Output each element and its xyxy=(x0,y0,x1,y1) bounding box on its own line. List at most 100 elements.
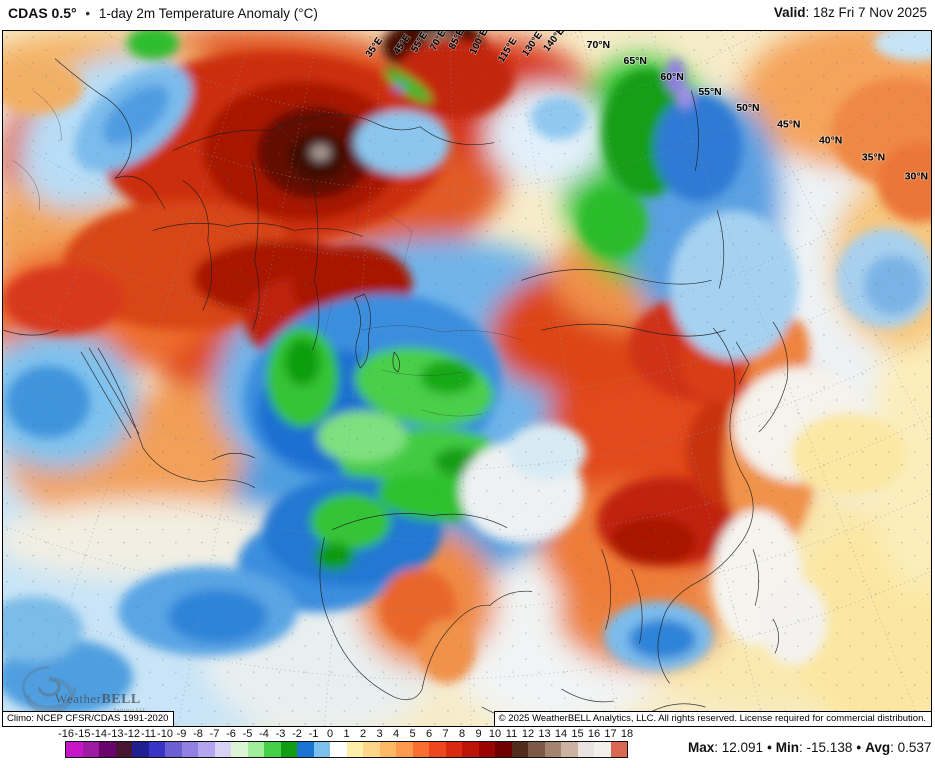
lat-label: 55°N xyxy=(698,87,721,98)
stats-separator: • xyxy=(767,740,772,755)
header: CDAS 0.5° • 1-day 2m Temperature Anomaly… xyxy=(0,0,935,30)
colorbar-tick: -6 xyxy=(226,728,236,740)
valid-time: Valid: 18z Fri 7 Nov 2025 xyxy=(774,5,927,20)
colorbar-tick: -16 xyxy=(58,728,74,740)
colorbar-cell xyxy=(412,742,429,757)
colorbar-tick: 8 xyxy=(458,728,466,740)
colorbar-cell xyxy=(264,742,281,757)
colorbar-cell xyxy=(561,742,578,757)
title-separator: • xyxy=(85,6,91,21)
colorbar-cell xyxy=(198,742,215,757)
colorbar-cell xyxy=(66,742,83,757)
colorbar-cell xyxy=(247,742,264,757)
lat-label: 30°N xyxy=(905,172,928,183)
colorbar-cell xyxy=(396,742,413,757)
colorbar-cell xyxy=(528,742,545,757)
colorbar-cell xyxy=(478,742,495,757)
colorbar-tick: 0 xyxy=(326,728,334,740)
colorbar-tick: 15 xyxy=(571,728,584,740)
colorbar-cell xyxy=(544,742,561,757)
colorbar-tick: 12 xyxy=(521,728,535,740)
stats-separator: • xyxy=(856,740,862,755)
graticule xyxy=(3,31,931,726)
lat-label: 45°N xyxy=(777,120,800,131)
colorbar-cell xyxy=(330,742,347,757)
colorbar-tick: -8 xyxy=(193,728,203,740)
colorbar-scale xyxy=(65,741,628,758)
colorbar-cell xyxy=(297,742,314,757)
valid-label: Valid xyxy=(773,5,806,20)
colorbar-cell xyxy=(462,742,479,757)
model-name: CDAS 0.5° xyxy=(8,5,77,21)
colorbar-tick: -9 xyxy=(176,728,187,740)
colorbar-tick: 2 xyxy=(359,728,367,740)
lat-label: 65°N xyxy=(624,56,647,67)
field-statistics: Max: 12.091 • Min: -15.138 • Avg: 0.537 xyxy=(688,740,931,755)
colorbar-tick: -4 xyxy=(259,728,269,740)
colorbar-cell xyxy=(99,742,116,757)
product-name: 1-day 2m Temperature Anomaly (°C) xyxy=(98,6,318,21)
colorbar-tick: -11 xyxy=(140,728,157,740)
colorbar-tick: 5 xyxy=(409,728,416,740)
colorbar-cell xyxy=(132,742,149,757)
colorbar-tick: -2 xyxy=(292,728,302,740)
stipple-overlay xyxy=(3,31,931,726)
colorbar-tick: 4 xyxy=(392,728,400,740)
map-borders xyxy=(3,58,789,725)
avg-label: Avg xyxy=(865,740,891,755)
climo-label: Climo: NCEP CFSR/CDAS 1991-2020 xyxy=(3,711,175,726)
colorbar-cell xyxy=(82,742,99,757)
colorbar-cell xyxy=(445,742,462,757)
colorbar-cell xyxy=(577,742,594,757)
colorbar-cell xyxy=(379,742,396,757)
lat-label: 50°N xyxy=(736,103,759,114)
valid-value: : 18z Fri 7 Nov 2025 xyxy=(805,5,927,20)
colorbar-tick: -14 xyxy=(91,728,107,740)
colorbar-tick: 16 xyxy=(587,728,601,740)
colorbar-tick: 1 xyxy=(343,728,350,740)
colorbar-cell xyxy=(511,742,528,757)
swirl-logo-icon xyxy=(21,665,77,714)
colorbar-cell xyxy=(429,742,446,757)
colorbar-tick: -15 xyxy=(74,728,91,740)
colorbar-tick: 13 xyxy=(538,728,551,740)
min-value: : -15.138 xyxy=(799,740,853,755)
colorbar-tick: -1 xyxy=(308,728,319,740)
max-value: : 12.091 xyxy=(714,740,764,755)
colorbar-cell xyxy=(363,742,380,757)
colorbar-cell xyxy=(148,742,165,757)
colorbar-cell xyxy=(346,742,363,757)
colorbar-cell xyxy=(280,742,297,757)
lat-label: 40°N xyxy=(819,136,842,147)
colorbar-cell xyxy=(495,742,512,757)
min-label: Min xyxy=(775,740,800,755)
colorbar-cell xyxy=(231,742,248,757)
lat-label: 60°N xyxy=(660,72,683,83)
colorbar-cell xyxy=(115,742,132,757)
colorbar-cell xyxy=(214,742,231,757)
colorbar-tick: -12 xyxy=(124,728,140,740)
colorbar-tick: -10 xyxy=(157,728,173,740)
colorbar-tick: 9 xyxy=(475,728,482,740)
colorbar-tick: -13 xyxy=(107,728,124,740)
watermark-brand: WeatherBELL xyxy=(55,691,141,707)
colorbar-tick: 14 xyxy=(554,728,568,740)
colorbar-tick: 3 xyxy=(376,728,383,740)
avg-value: : 0.537 xyxy=(890,740,932,755)
map-canvas: 70°N 65°N 60°N 55°N 50°N 45°N 40°N 35°N 30°N 35°… xyxy=(3,31,931,726)
colorbar-cell xyxy=(181,742,198,757)
latitude-labels: 70°N 65°N 60°N 55°N 50°N 45°N 40°N 35°N 30°N xyxy=(586,39,929,183)
colorbar-tick: -3 xyxy=(275,728,286,740)
colorbar-cell xyxy=(594,742,611,757)
max-label: Max xyxy=(688,740,715,755)
colorbar-tick: 11 xyxy=(505,728,518,740)
colorbar-cell xyxy=(165,742,182,757)
colorbar-tick: -7 xyxy=(209,728,220,740)
lat-label: 35°N xyxy=(862,153,885,164)
colorbar: -16 -15 -14 -13 -12 -11 -10 -9 -8 -7 -6 -5 -4 -3 -2 -1 0… xyxy=(0,727,935,768)
colorbar-tick: 7 xyxy=(442,728,449,740)
colorbar-tick: 10 xyxy=(488,728,502,740)
map-title: CDAS 0.5° • 1-day 2m Temperature Anomaly… xyxy=(8,5,318,21)
weatherbell-watermark: WeatherBELL Analytics LLC xyxy=(21,665,146,714)
temperature-anomaly-map: 70°N 65°N 60°N 55°N 50°N 45°N 40°N 35°N 30°N 35°… xyxy=(2,30,932,727)
